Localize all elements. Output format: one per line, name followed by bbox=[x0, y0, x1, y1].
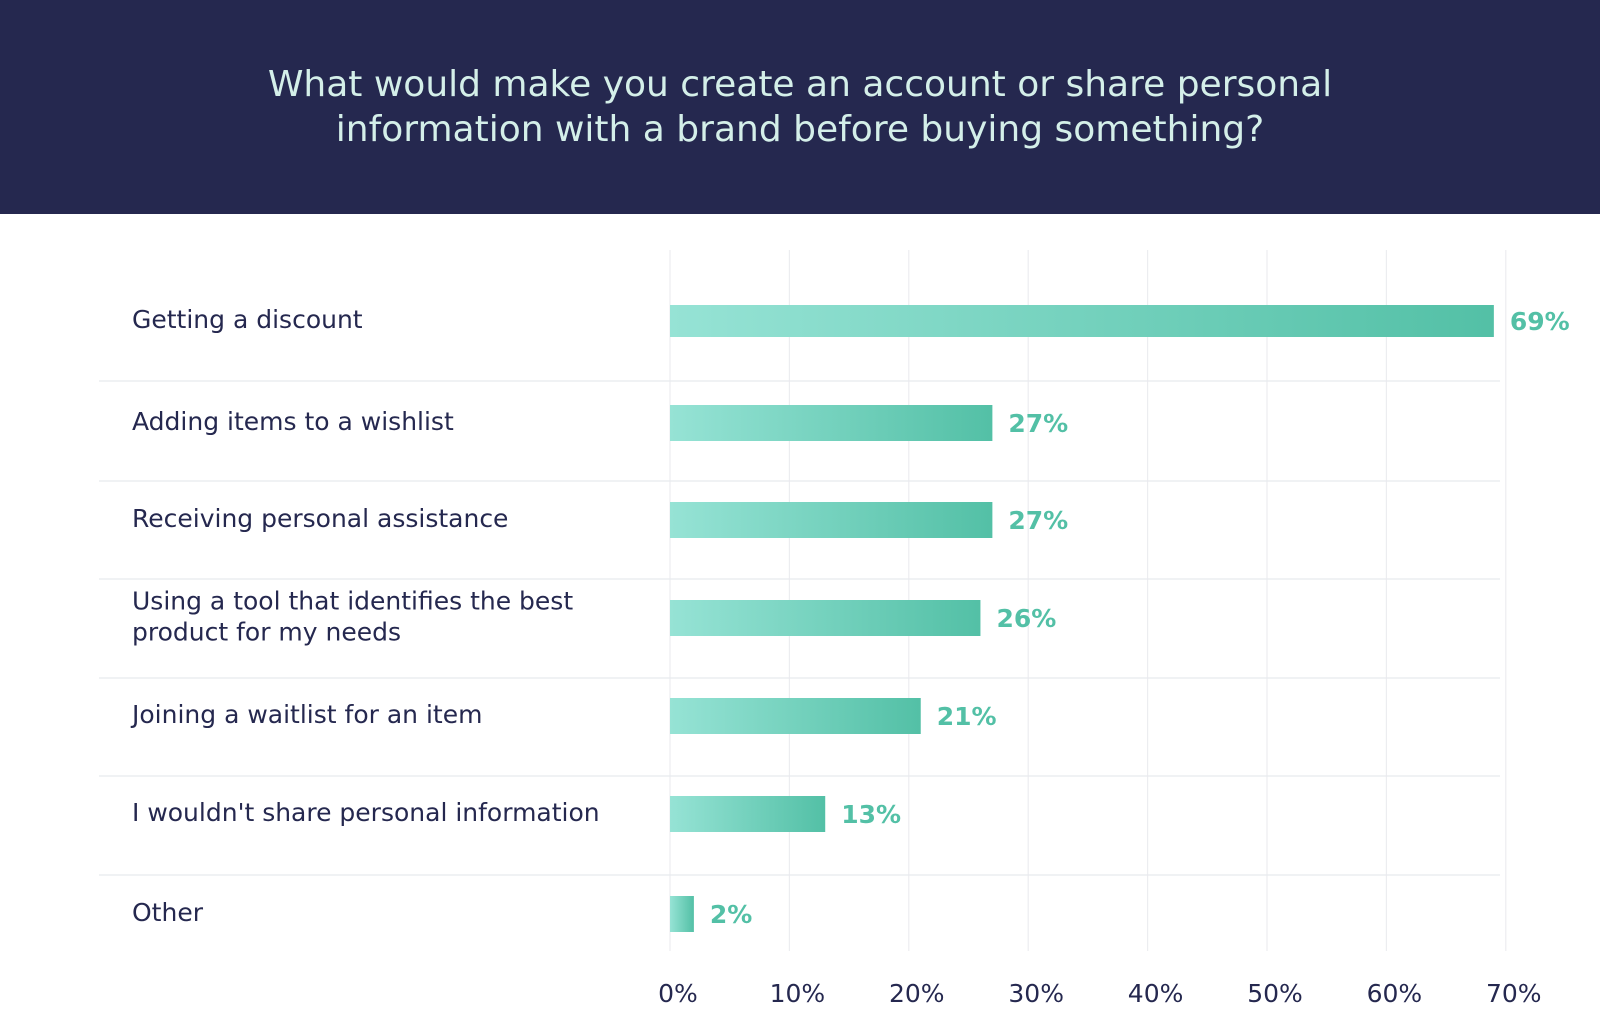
x-axis-ticks: 0% 10% 20% 30% 40% 50% 60% 70% bbox=[658, 979, 1541, 1008]
x-tick-label: 10% bbox=[770, 979, 826, 1008]
category-label: Joining a waitlist for an item bbox=[130, 700, 482, 729]
value-label: 2% bbox=[710, 900, 752, 929]
bar bbox=[670, 698, 921, 734]
bars bbox=[670, 305, 1494, 932]
x-tick-label: 70% bbox=[1486, 979, 1542, 1008]
value-label: 27% bbox=[1008, 506, 1068, 535]
category-label: Receiving personal assistance bbox=[132, 504, 508, 533]
row-separators bbox=[99, 380, 1500, 876]
bar bbox=[670, 796, 826, 832]
bar bbox=[670, 896, 694, 932]
x-tick-label: 20% bbox=[889, 979, 945, 1008]
category-label: Other bbox=[132, 898, 204, 927]
value-label: 69% bbox=[1510, 307, 1570, 336]
category-labels: Getting a discount Adding items to a wish… bbox=[130, 305, 600, 927]
value-label: 21% bbox=[937, 702, 997, 731]
bar bbox=[670, 305, 1494, 337]
bar bbox=[670, 405, 993, 441]
x-tick-label: 30% bbox=[1008, 979, 1064, 1008]
value-label: 27% bbox=[1008, 409, 1068, 438]
category-label: Using a tool that identifies the best pro… bbox=[132, 587, 573, 647]
chart-title: What would make you create an account or… bbox=[267, 64, 1333, 150]
category-label: Adding items to a wishlist bbox=[132, 407, 454, 436]
category-label: I wouldn't share personal information bbox=[132, 798, 600, 827]
chart-header-banner: What would make you create an account or… bbox=[0, 0, 1600, 214]
x-tick-label: 50% bbox=[1247, 979, 1303, 1008]
x-tick-label: 60% bbox=[1367, 979, 1423, 1008]
bar bbox=[670, 502, 993, 538]
value-label: 13% bbox=[841, 800, 901, 829]
x-tick-label: 40% bbox=[1128, 979, 1184, 1008]
chart-area: Getting a discount Adding items to a wish… bbox=[0, 214, 1600, 1026]
bar bbox=[670, 600, 981, 636]
value-labels: 69% 27% 27% 26% 21% 13% 2% bbox=[710, 307, 1570, 929]
value-label: 26% bbox=[996, 604, 1056, 633]
category-label: Getting a discount bbox=[132, 305, 363, 334]
x-tick-label: 0% bbox=[658, 979, 698, 1008]
bar-chart: Getting a discount Adding items to a wish… bbox=[99, 250, 1570, 1008]
